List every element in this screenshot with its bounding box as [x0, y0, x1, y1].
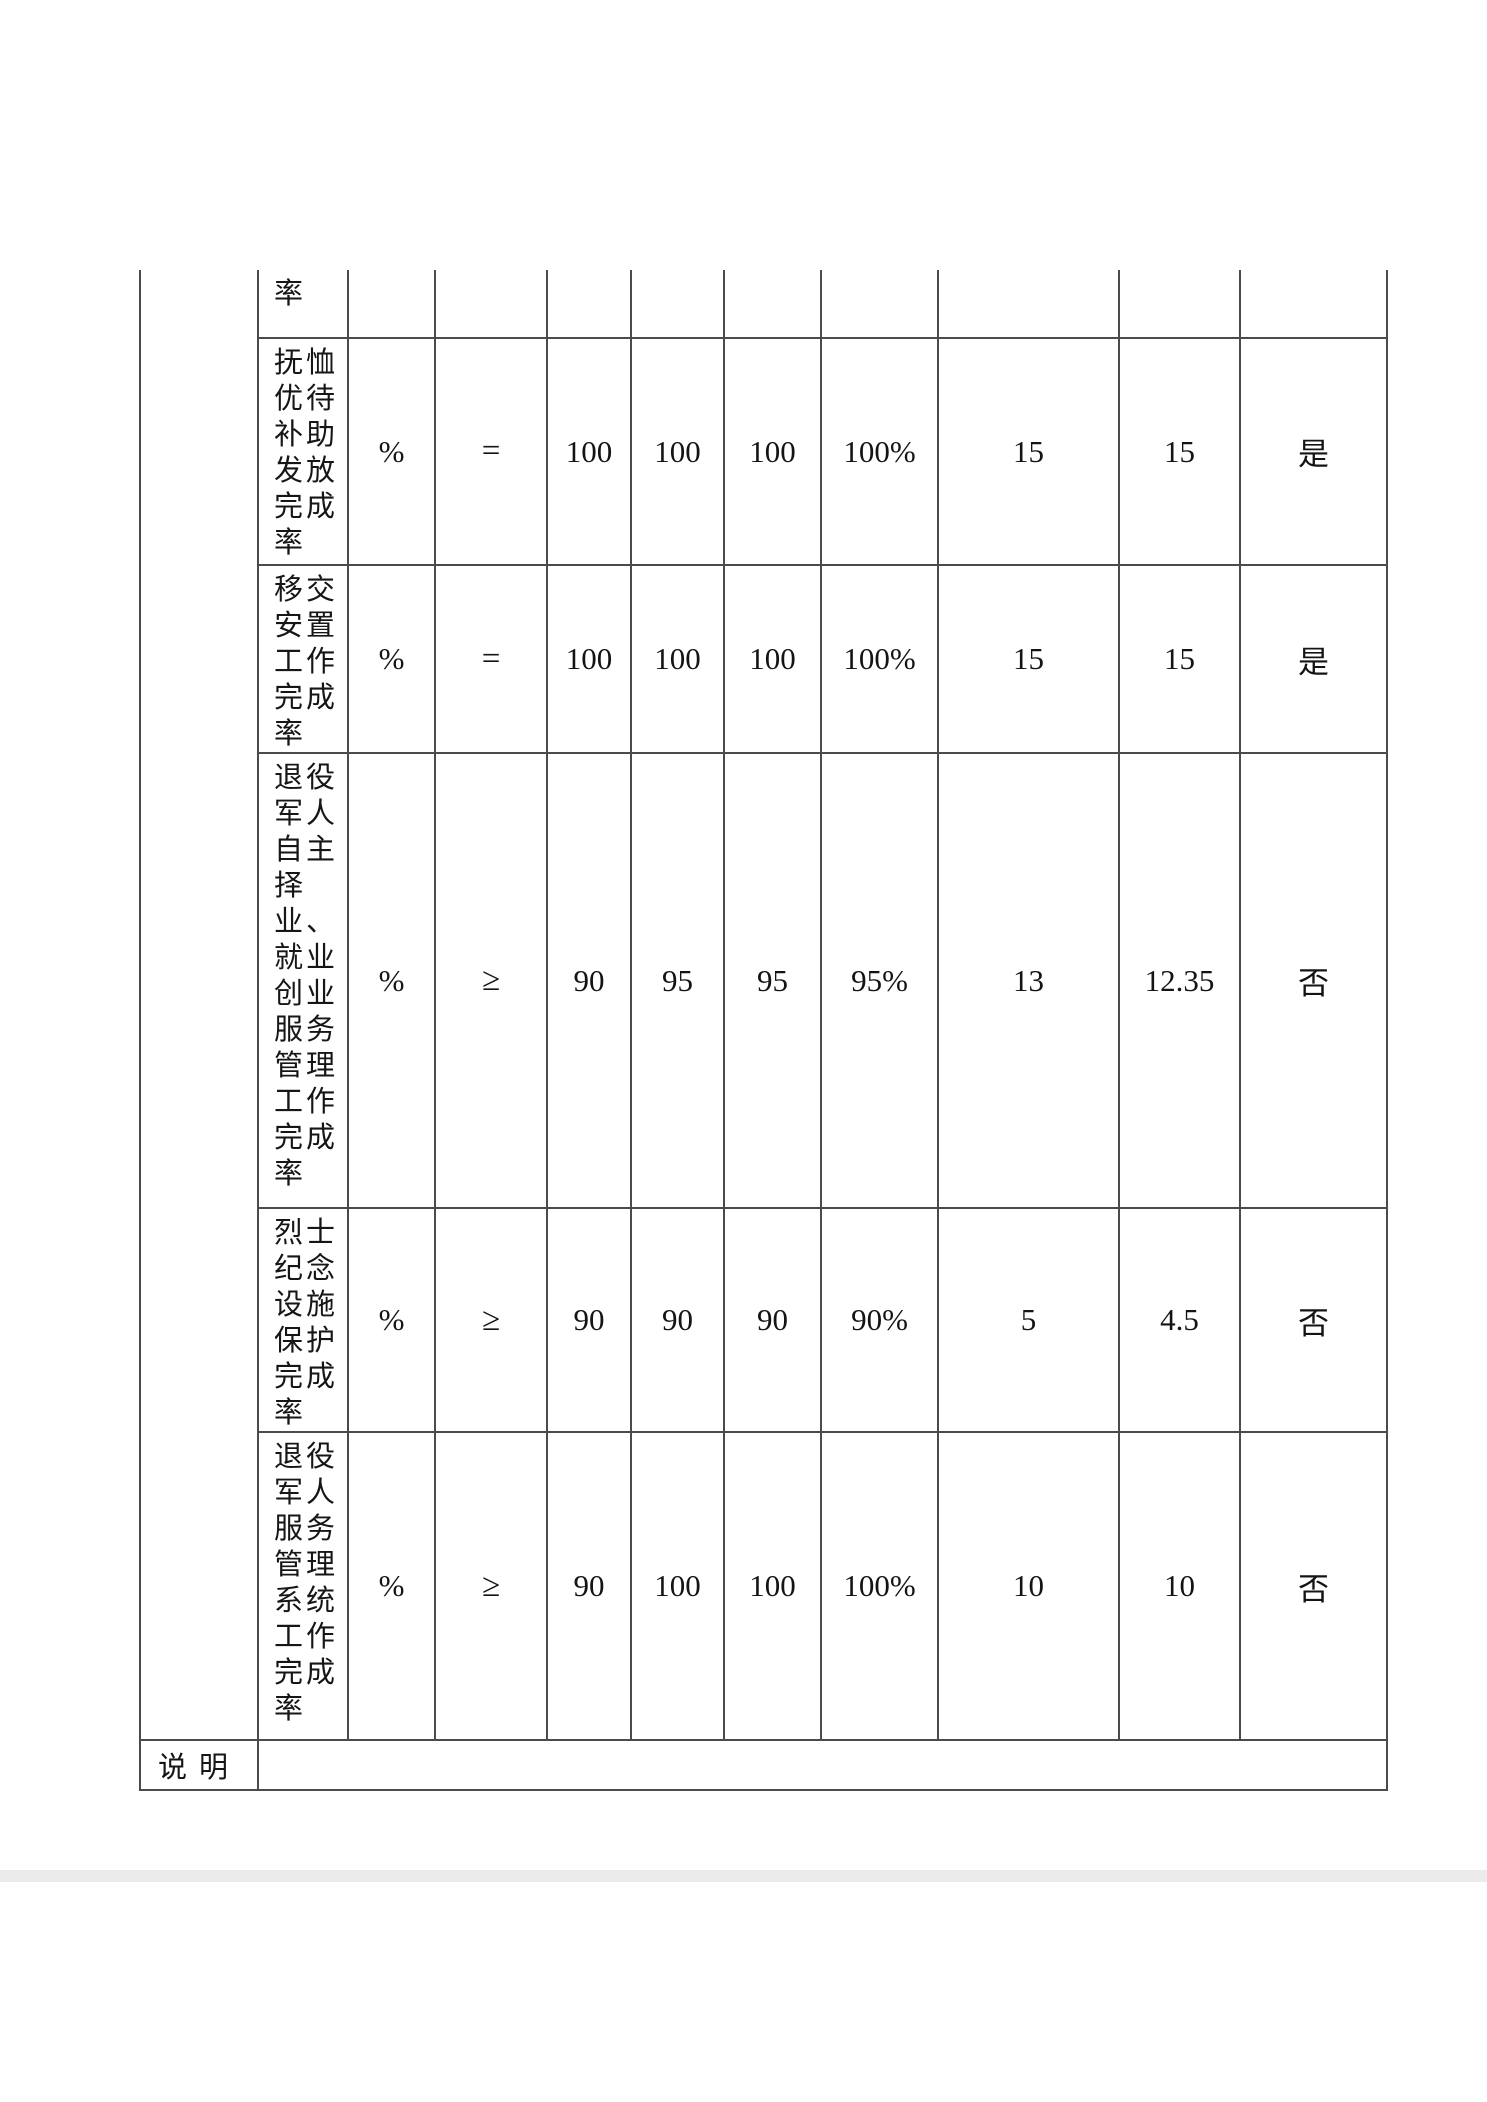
- value-cell: 95: [723, 752, 822, 1209]
- value-cell: 90: [546, 1431, 632, 1741]
- score-cell: 4.5: [1118, 1207, 1241, 1433]
- value-cell: 90: [546, 1207, 632, 1433]
- empty-cell: [347, 270, 436, 339]
- empty-cell: [937, 270, 1120, 339]
- table-row: 抚恤 优待 补助 发放 完成 率 % = 100 100 100 100% 15…: [140, 337, 1388, 566]
- indicator-name: 抚恤 优待 补助 发放 完成 率: [274, 347, 339, 559]
- indicator-name: 退役 军人 服务 管理 系统 工作 完成 率: [274, 1441, 339, 1725]
- indicator-name-cell: 抚恤 优待 补助 发放 完成 率: [257, 337, 349, 566]
- value-cell: 90%: [820, 1207, 939, 1433]
- note-content-cell: [257, 1739, 1388, 1791]
- indicator-name-cell: 烈士 纪念 设施 保护 完成 率: [257, 1207, 349, 1433]
- unit-cell: %: [347, 564, 436, 754]
- value-cell: 100%: [820, 337, 939, 566]
- comparator-cell: ≥: [434, 752, 548, 1209]
- value-cell: 90: [546, 752, 632, 1209]
- unit-cell: %: [347, 752, 436, 1209]
- value-cell: 100: [630, 564, 725, 754]
- unit-cell: %: [347, 1207, 436, 1433]
- table-row: 退役 军人 自主 择业、 就业 创业 服务 管理 工作 完成 率 % ≥ 90 …: [140, 752, 1388, 1209]
- empty-cell: [1239, 270, 1388, 339]
- score-cell: 15: [1118, 564, 1241, 754]
- flag-cell: 是: [1239, 564, 1388, 754]
- note-label-cell: 说明: [139, 1739, 259, 1791]
- indicator-name: 退役 军人 自主 择业、 就业 创业 服务 管理 工作 完成 率: [274, 762, 339, 1190]
- empty-cell: [723, 270, 822, 339]
- comparator-cell: =: [434, 564, 548, 754]
- flag-cell: 否: [1239, 1207, 1388, 1433]
- indicator-name-cell: 移交 安置 工作 完成 率: [257, 564, 349, 754]
- indicator-name-cell: 退役 军人 服务 管理 系统 工作 完成 率: [257, 1431, 349, 1741]
- value-cell: 100: [630, 337, 725, 566]
- value-cell: 90: [723, 1207, 822, 1433]
- flag-cell: 否: [1239, 1431, 1388, 1741]
- indicator-name-cell: 退役 军人 自主 择业、 就业 创业 服务 管理 工作 完成 率: [257, 752, 349, 1209]
- indicator-name-fragment: 率: [274, 278, 307, 310]
- table-row: 烈士 纪念 设施 保护 完成 率 % ≥ 90 90 90 90% 5 4.5 …: [140, 1207, 1388, 1433]
- score-cell: 12.35: [1118, 752, 1241, 1209]
- score-cell: 13: [937, 752, 1120, 1209]
- value-cell: 95%: [820, 752, 939, 1209]
- value-cell: 100: [630, 1431, 725, 1741]
- table-row: 移交 安置 工作 完成 率 % = 100 100 100 100% 15 15…: [140, 564, 1388, 754]
- score-cell: 15: [1118, 337, 1241, 566]
- value-cell: 100%: [820, 564, 939, 754]
- score-cell: 10: [1118, 1431, 1241, 1741]
- flag-cell: 是: [1239, 337, 1388, 566]
- value-cell: 100: [723, 337, 822, 566]
- value-cell: 100: [546, 564, 632, 754]
- value-cell: 95: [630, 752, 725, 1209]
- performance-indicator-table: 率 抚恤 优待 补助 发放 完成 率 % = 100 100 100 100% …: [139, 270, 1388, 1791]
- score-cell: 15: [937, 337, 1120, 566]
- score-cell: 10: [937, 1431, 1120, 1741]
- category-merged-cell: [139, 270, 259, 1741]
- value-cell: 100: [723, 564, 822, 754]
- empty-cell: [630, 270, 725, 339]
- value-cell: 90: [630, 1207, 725, 1433]
- value-cell: 100: [546, 337, 632, 566]
- table-row-carryover: 率: [139, 270, 1388, 1741]
- empty-cell: [820, 270, 939, 339]
- score-cell: 5: [937, 1207, 1120, 1433]
- indicator-name: 移交 安置 工作 完成 率: [274, 574, 339, 750]
- indicator-name: 烈士 纪念 设施 保护 完成 率: [274, 1217, 339, 1429]
- score-cell: 15: [937, 564, 1120, 754]
- value-cell: 100: [723, 1431, 822, 1741]
- table-row: 退役 军人 服务 管理 系统 工作 完成 率 % ≥ 90 100 100 10…: [140, 1431, 1388, 1741]
- unit-cell: %: [347, 1431, 436, 1741]
- comparator-cell: ≥: [434, 1431, 548, 1741]
- empty-cell: [546, 270, 632, 339]
- comparator-cell: =: [434, 337, 548, 566]
- unit-cell: %: [347, 337, 436, 566]
- table-row-footer: 说明: [139, 1739, 1388, 1791]
- empty-cell: [1118, 270, 1241, 339]
- indicator-name-cell: 率: [257, 270, 349, 339]
- scan-artifact-band: [0, 1870, 1487, 1882]
- empty-cell: [434, 270, 548, 339]
- flag-cell: 否: [1239, 752, 1388, 1209]
- value-cell: 100%: [820, 1431, 939, 1741]
- comparator-cell: ≥: [434, 1207, 548, 1433]
